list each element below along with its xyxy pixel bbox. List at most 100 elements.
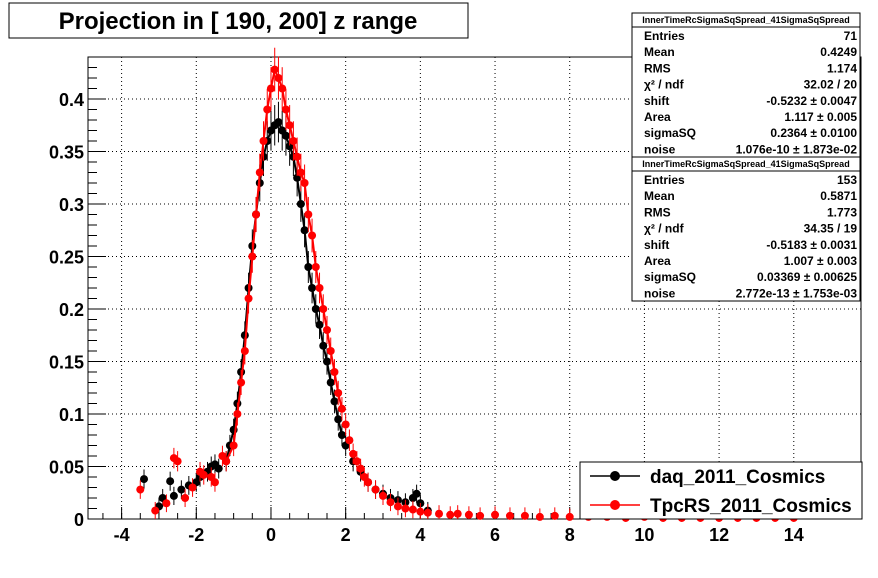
data-point (151, 506, 160, 515)
data-point (326, 378, 335, 387)
data-point (550, 511, 559, 520)
data-point (300, 226, 309, 235)
data-point (322, 357, 331, 366)
y-tick-label: 0 (74, 510, 84, 530)
series-2 (136, 47, 798, 522)
data-point (379, 491, 388, 500)
stats-row-label: Area (644, 254, 671, 268)
data-point (311, 263, 320, 271)
data-points (136, 47, 798, 522)
data-point (565, 512, 574, 521)
data-point (401, 504, 410, 513)
x-tick-label: 12 (709, 525, 729, 545)
x-tick-label: -4 (114, 525, 130, 545)
stats-row-label: χ² / ndf (644, 78, 685, 92)
legend-label-series2: TpcRS_2011_Cosmics (650, 496, 852, 517)
data-point (233, 410, 242, 418)
data-point (248, 252, 257, 261)
data-point (334, 415, 343, 424)
data-point (364, 478, 373, 487)
data-point (296, 168, 305, 177)
chart-title: Projection in [ 190, 200] z range (59, 8, 418, 35)
legend-marker-series2 (610, 500, 620, 510)
data-point (289, 137, 298, 145)
axis-ticks: -4 -2 0 2 4 6 8 10 12 14 0 0.05 0.1 0.15 0.2 0.25 0.3 0.3… (49, 67, 851, 545)
stats-row-label: RMS (644, 61, 671, 75)
stats-row-value: 2.772e-13 ± 1.753e-03 (736, 286, 858, 300)
stats-row-label: Entries (644, 29, 685, 43)
data-point (270, 65, 279, 74)
data-point (412, 489, 421, 498)
stats-row-label: RMS (644, 205, 671, 219)
data-point (229, 441, 238, 450)
x-tick-label: 4 (415, 525, 425, 545)
stats-row-value: 1.117 ± 0.005 (784, 110, 857, 124)
stats-row-value: 1.174 (827, 61, 857, 75)
y-tick-label: 0.35 (49, 143, 84, 163)
stats-row-value: 34.35 / 19 (804, 222, 858, 236)
data-point (278, 84, 287, 93)
title-box: Projection in [ 190, 200] z range (8, 2, 469, 39)
data-point (263, 105, 272, 114)
data-point (237, 378, 246, 387)
stats-row-value: -0.5183 ± 0.0031 (766, 238, 857, 252)
data-point (199, 470, 208, 479)
data-point (315, 320, 324, 329)
stats-row-label: Mean (644, 189, 675, 203)
data-point (259, 137, 268, 145)
data-point (222, 457, 231, 466)
data-point (330, 397, 339, 406)
title-box-border (8, 2, 469, 39)
stats-row-label: χ² / ndf (644, 222, 685, 236)
data-point (300, 179, 309, 187)
data-point (535, 512, 544, 521)
data-point (136, 485, 145, 494)
x-tick-label: 2 (341, 525, 351, 545)
data-point (181, 494, 190, 502)
y-tick-label: 0.2 (59, 300, 84, 320)
data-point (341, 420, 350, 429)
stats-box-title: InnerTimeRcSigmaSqSpread_41SigmaSqSpread (642, 159, 849, 169)
data-point (491, 510, 500, 519)
data-point (435, 509, 444, 518)
stats-row-label: sigmaSQ (644, 126, 696, 140)
data-point (162, 499, 171, 508)
data-point (311, 305, 320, 313)
stats-row-value: 1.076e-10 ± 1.873e-02 (736, 142, 858, 156)
stats-row-label: noise (644, 286, 676, 300)
stats-row-value: 0.03369 ± 0.00625 (757, 270, 857, 284)
stats-row-label: sigmaSQ (644, 270, 696, 284)
data-point (322, 326, 331, 334)
data-point (274, 118, 283, 127)
stats-row-value: 32.02 / 20 (804, 78, 858, 92)
data-point (296, 200, 305, 208)
data-point (408, 505, 417, 514)
data-point (240, 347, 249, 355)
y-tick-label: 0.05 (49, 458, 84, 478)
stats-row-value: 153 (837, 173, 857, 187)
data-point (476, 511, 485, 520)
stats-row-label: Mean (644, 45, 675, 59)
data-point (281, 131, 290, 140)
data-point (214, 464, 223, 473)
data-point (319, 305, 328, 313)
data-point (446, 510, 455, 519)
data-point (293, 152, 302, 161)
stats-box-border (631, 156, 861, 302)
data-point (334, 389, 343, 397)
stats-row-label: shift (644, 238, 669, 252)
stats-row-value: 71 (844, 29, 858, 43)
data-point (315, 284, 324, 292)
x-tick-label: 0 (266, 525, 276, 545)
data-point (266, 84, 275, 93)
data-point (169, 491, 178, 500)
stats-box-1: InnerTimeRcSigmaSqSpread_41SigmaSqSpread… (631, 12, 861, 158)
stats-row-value: 1.773 (827, 205, 857, 219)
data-point (423, 508, 432, 517)
data-point (304, 263, 313, 271)
stats-row-label: shift (644, 94, 669, 108)
stats-row-value: 0.5871 (820, 189, 857, 203)
data-point (349, 449, 358, 458)
data-point (285, 121, 294, 130)
stats-row-label: noise (644, 142, 676, 156)
